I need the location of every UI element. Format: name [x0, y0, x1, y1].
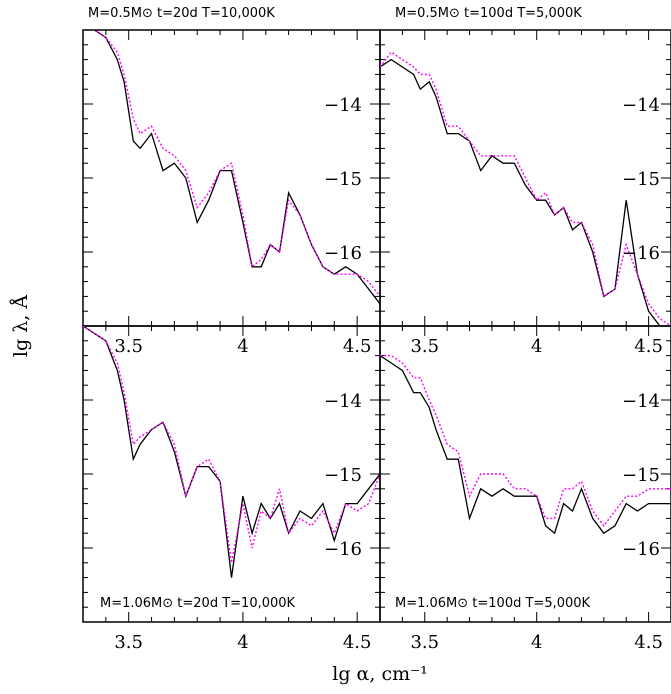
- y-tick-label: −16: [622, 539, 660, 560]
- y-tick-label: −16: [622, 243, 660, 264]
- y-tick-label: −14: [324, 391, 362, 412]
- series-dotted-line: [93, 30, 380, 297]
- panel-2: −14 −15 −16 M=0.5M⊙ t=100d T=5,000K: [379, 6, 671, 327]
- panel-title: M=0.5M⊙ t=100d T=5,000K: [395, 6, 582, 21]
- panel-3: −14 −15 −16 3.5 3.5 4 4 4.5 4.5 M=1.06M⊙ t=20d T=…: [82, 325, 381, 653]
- x-tick-label: 4: [531, 336, 542, 357]
- series-solid-line: [380, 58, 671, 326]
- y-tick-label: −15: [324, 169, 362, 190]
- series-dotted-line: [83, 326, 380, 563]
- x-tick-label: 3.5: [410, 336, 439, 357]
- x-tick-label: 4.5: [634, 632, 663, 653]
- series-dotted-line: [380, 51, 671, 326]
- x-tick-label: 4.5: [343, 632, 372, 653]
- y-tick-label: −15: [622, 169, 660, 190]
- panel-title: M=0.5M⊙ t=20d T=10,000K: [88, 6, 275, 21]
- x-tick-label: 4: [531, 632, 542, 653]
- y-tick-label: −16: [324, 539, 362, 560]
- panel-title: M=1.06M⊙ t=20d T=10,000K: [100, 596, 296, 611]
- x-tick-label: 4: [237, 632, 248, 653]
- series-solid-line: [380, 355, 671, 535]
- x-tick-label: 3.5: [114, 336, 143, 357]
- x-tick-label: 4: [237, 336, 248, 357]
- series-dotted-line: [380, 354, 671, 527]
- x-tick-label: 3.5: [114, 632, 143, 653]
- y-tick-label: −14: [622, 391, 660, 412]
- y-tick-label: −15: [622, 465, 660, 486]
- x-tick-label: 4.5: [634, 336, 663, 357]
- panel-1: −14 −15 −16 M=0.5M⊙ t=20d T=10,000K: [82, 6, 381, 327]
- y-tick-label: −15: [324, 465, 362, 486]
- y-tick-label: −14: [324, 95, 362, 116]
- x-axis-label: lg α, cm⁻¹: [332, 663, 428, 685]
- y-axis-label: lg λ, Å: [10, 295, 32, 357]
- y-tick-label: −16: [324, 243, 362, 264]
- series-solid-line: [83, 326, 380, 578]
- panels-group: −14−15−16M=0.5M⊙ t=20d T=10,000K−14−15−1…: [82, 6, 671, 653]
- panel-title: M=1.06M⊙ t=100d T=5,000K: [395, 596, 591, 611]
- x-tick-label: 3.5: [410, 632, 439, 653]
- x-tick-label: 4.5: [343, 336, 372, 357]
- y-tick-label: −14: [622, 95, 660, 116]
- panel-4: −14 −15 −16 3.5 3.5 4 4 4.5 4.5 M=1.06M⊙ t=100d T…: [379, 325, 671, 653]
